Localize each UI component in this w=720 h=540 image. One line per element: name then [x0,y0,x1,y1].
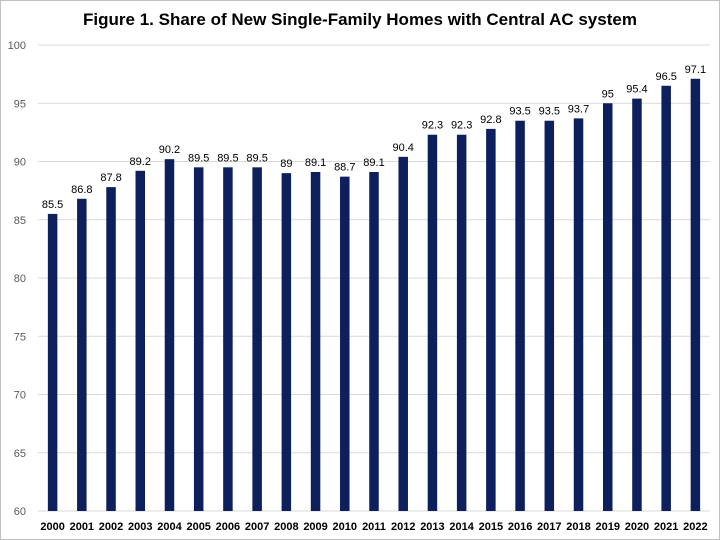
y-tick-label: 70 [14,390,26,402]
bar [602,103,613,511]
y-tick-label: 85 [14,215,26,227]
data-label: 92.8 [480,114,501,126]
x-tick-label: 2009 [303,521,327,533]
data-label: 93.5 [539,106,560,118]
x-tick-label: 2001 [70,521,94,533]
bar [281,173,292,511]
x-tick-label: 2020 [625,521,649,533]
x-tick-label: 2007 [245,521,269,533]
x-tick-label: 2004 [157,521,182,533]
bar [47,213,58,512]
x-tick-label: 2021 [654,521,678,533]
y-tick-label: 60 [14,506,26,518]
x-tick-label: 2015 [479,521,503,533]
data-label: 89.5 [188,152,209,164]
bar [340,176,350,511]
data-label: 96.5 [655,71,676,83]
data-label: 90.2 [159,144,180,156]
bar [632,98,642,511]
x-tick-label: 2013 [420,521,444,533]
x-tick-label: 2017 [537,521,561,533]
x-tick-label: 2019 [595,521,619,533]
bar [310,171,321,512]
data-label: 86.8 [71,184,92,196]
data-label: 97.1 [685,64,706,76]
bar [106,187,116,511]
x-tick-label: 2006 [216,521,240,533]
bar [544,120,555,511]
bar [193,167,204,511]
bar [369,171,379,512]
x-tick-label: 2000 [40,521,64,533]
x-tick-label: 2014 [449,521,474,533]
data-label: 88.7 [334,162,355,174]
chart-title: Figure 1. Share of New Single-Family Hom… [83,10,637,29]
data-label: 89.1 [363,157,384,169]
data-label: 89.5 [217,152,238,164]
bar [456,134,467,511]
bar [427,134,438,511]
bar [135,170,146,511]
bar [398,156,408,511]
bar [661,85,671,512]
x-tick-label: 2012 [391,521,415,533]
data-label: 89 [280,158,292,170]
data-label: 89.1 [305,157,326,169]
y-tick-label: 75 [14,331,26,343]
data-label: 95.4 [626,84,647,96]
y-tick-label: 65 [14,448,26,460]
y-tick-label: 100 [8,40,26,52]
data-label: 92.3 [422,120,443,132]
data-label: 90.4 [393,142,414,154]
bar [573,118,584,512]
x-tick-label: 2008 [274,521,298,533]
data-label: 89.5 [246,152,267,164]
data-label: 89.2 [130,156,151,168]
y-tick-label: 95 [14,98,26,110]
bar [486,128,496,511]
x-tick-label: 2005 [186,521,210,533]
x-tick-label: 2011 [362,521,386,533]
x-tick-label: 2002 [99,521,123,533]
data-label: 85.5 [42,199,63,211]
bar [252,167,262,511]
x-tick-label: 2018 [566,521,590,533]
data-label: 87.8 [100,172,121,184]
bar [690,78,701,511]
bar [223,167,233,511]
x-tick-label: 2016 [508,521,532,533]
x-tick-label: 2010 [333,521,357,533]
y-tick-label: 90 [14,157,26,169]
data-label: 92.3 [451,120,472,132]
bar [164,159,175,512]
data-label: 93.7 [568,103,589,115]
y-tick-label: 80 [14,273,26,285]
bar [77,198,87,511]
bar [515,120,525,511]
x-tick-label: 2003 [128,521,152,533]
data-label: 95 [602,88,614,100]
x-tick-label: 2022 [683,521,707,533]
data-label: 93.5 [509,106,530,118]
